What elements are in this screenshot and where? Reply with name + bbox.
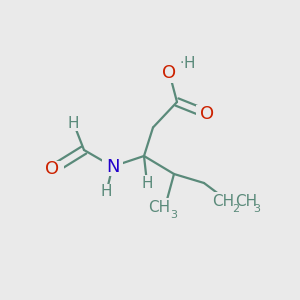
Text: 2: 2 — [232, 203, 239, 214]
FancyBboxPatch shape — [136, 175, 158, 191]
Text: 3: 3 — [170, 209, 178, 220]
Text: O: O — [200, 105, 214, 123]
FancyBboxPatch shape — [41, 160, 64, 178]
FancyBboxPatch shape — [150, 198, 180, 216]
FancyBboxPatch shape — [102, 158, 123, 175]
Text: N: N — [106, 158, 119, 175]
FancyBboxPatch shape — [208, 192, 247, 210]
Text: 3: 3 — [254, 203, 261, 214]
Text: H: H — [141, 176, 153, 190]
Text: O: O — [45, 160, 60, 178]
Text: CH: CH — [235, 194, 257, 208]
Text: CH: CH — [148, 200, 170, 214]
Text: H: H — [183, 56, 195, 70]
FancyBboxPatch shape — [178, 55, 200, 71]
Text: H: H — [68, 116, 79, 130]
Text: CH: CH — [212, 194, 235, 208]
FancyBboxPatch shape — [63, 115, 84, 131]
Text: H: H — [101, 184, 112, 200]
Text: O: O — [162, 64, 177, 82]
FancyBboxPatch shape — [96, 184, 117, 200]
FancyBboxPatch shape — [159, 64, 180, 82]
Text: ·: · — [179, 56, 184, 70]
FancyBboxPatch shape — [196, 105, 218, 123]
